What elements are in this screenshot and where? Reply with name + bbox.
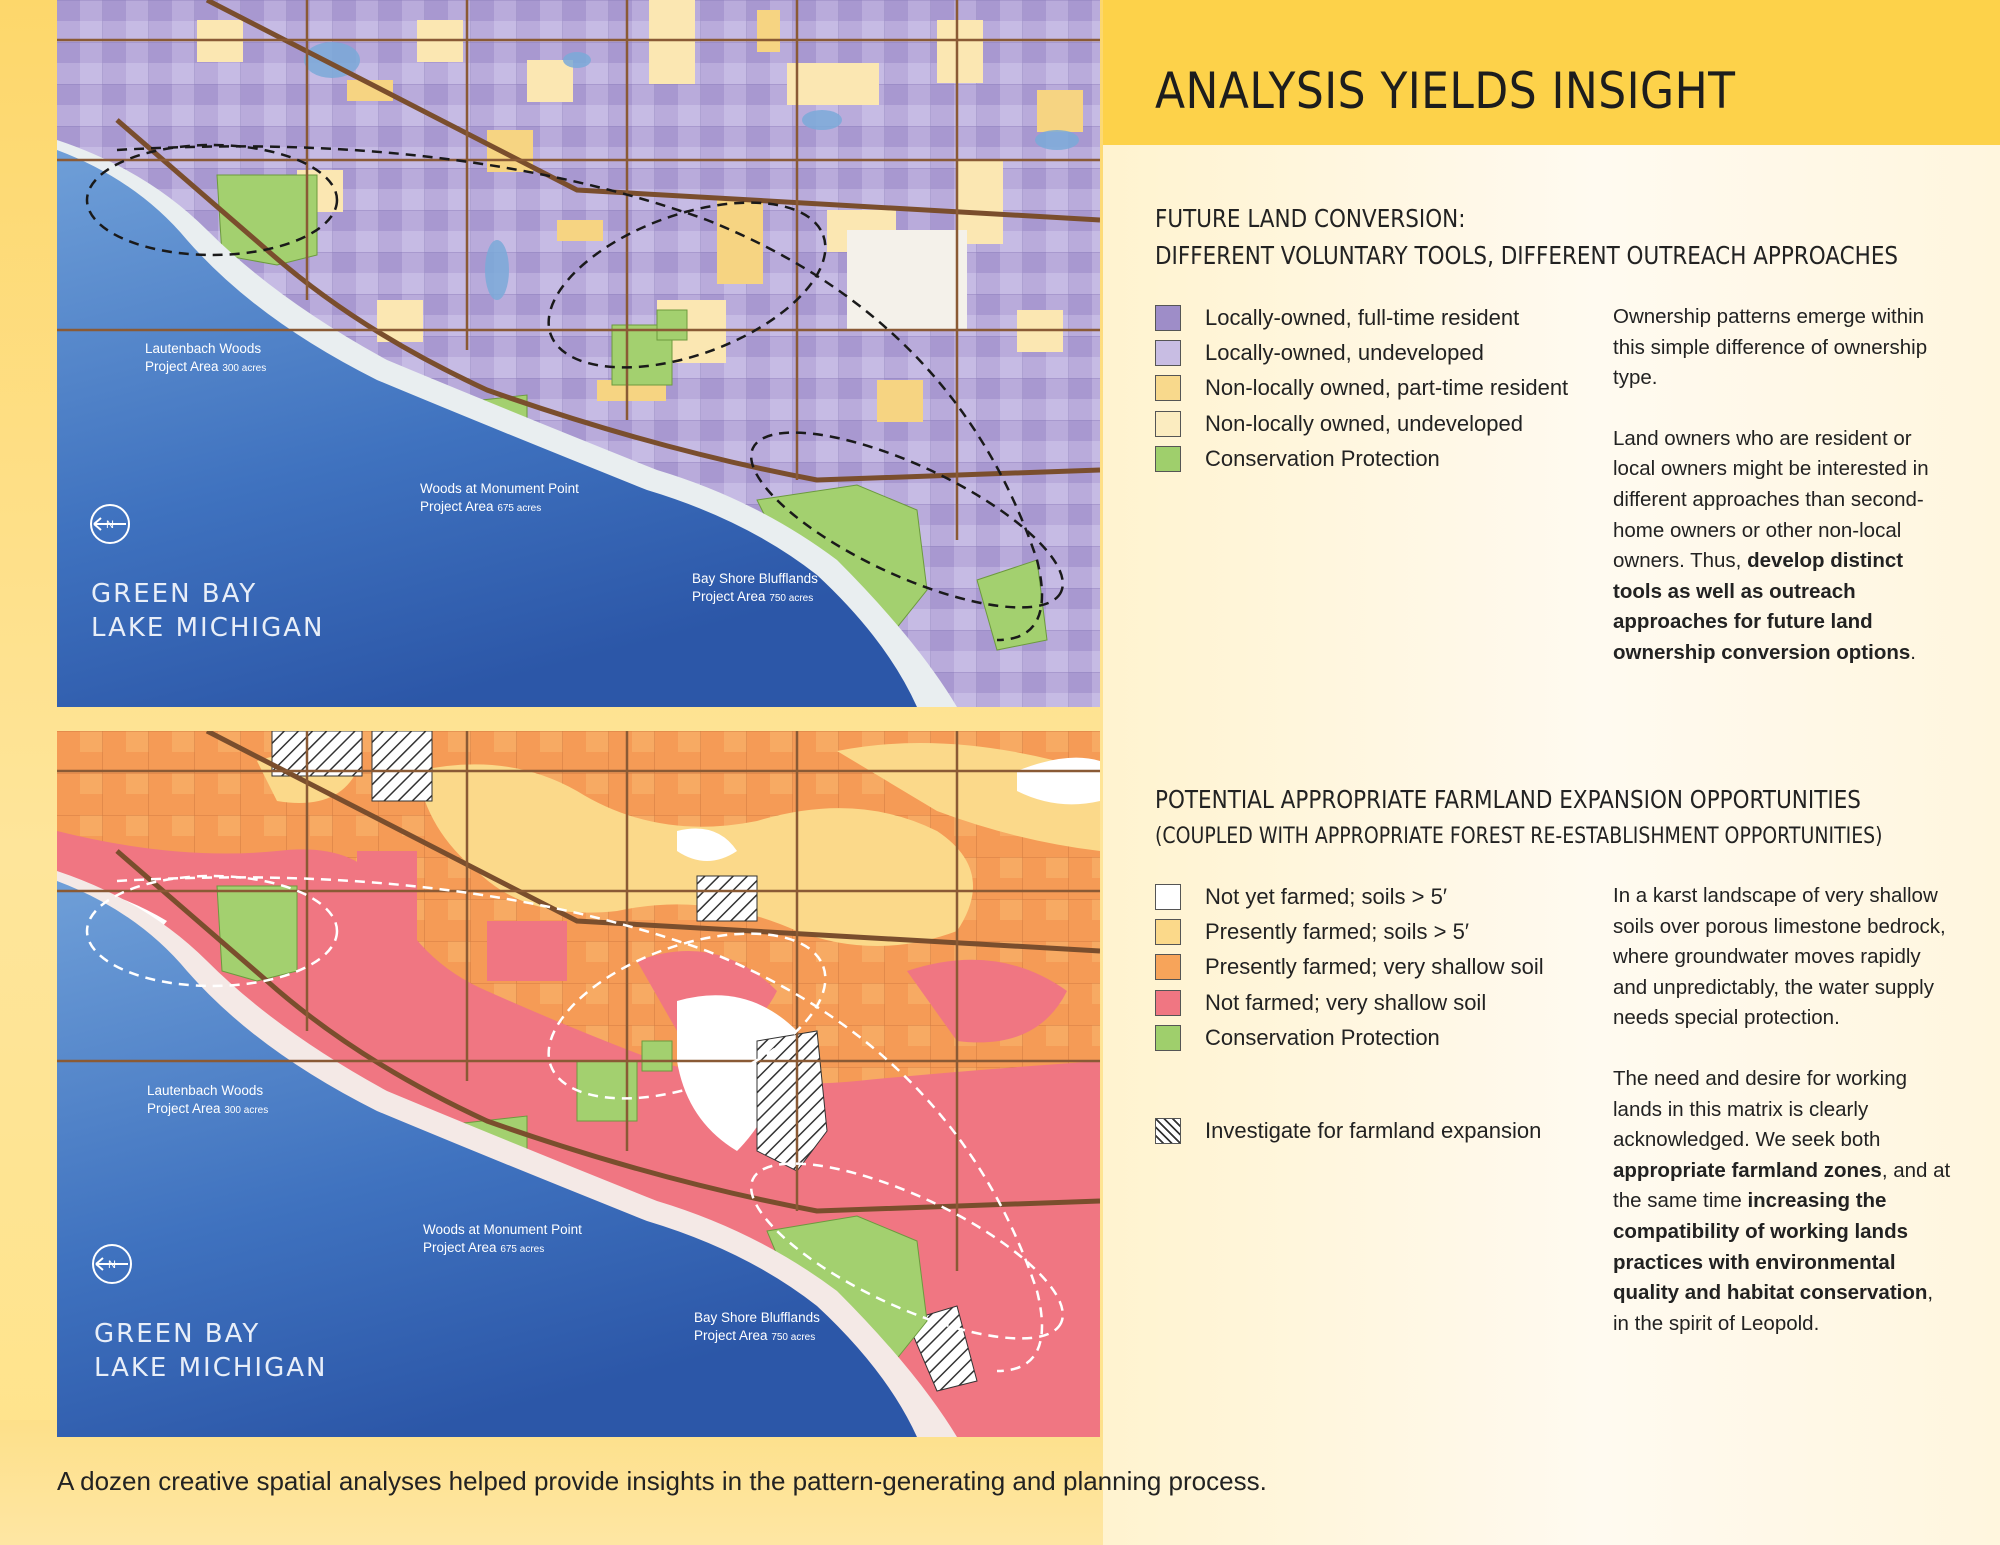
lautenbach-label: Lautenbach Woods Project Area 300 acres xyxy=(145,341,267,374)
bayshore-label-2: Bay Shore Blufflands Project Area 750 ac… xyxy=(694,1310,820,1343)
monument-label-2: Woods at Monument Point Project Area 675… xyxy=(423,1222,582,1255)
ownership-map: Lautenbach Woods Project Area 300 acres … xyxy=(57,0,1100,707)
title-band xyxy=(1103,0,2000,145)
legend-swatch xyxy=(1155,1024,1181,1051)
legend-item: Not farmed; very shallow soil xyxy=(1155,985,1544,1020)
section1-body: Ownership patterns emerge within this si… xyxy=(1613,302,1953,699)
legend-item: Locally-owned, full-time resident xyxy=(1155,300,1568,335)
monument-label: Woods at Monument Point Project Area 675… xyxy=(420,481,579,514)
caption-band xyxy=(0,1420,1103,1545)
north-arrow-icon: N xyxy=(90,504,130,544)
lautenbach-label-2: Lautenbach Woods Project Area 300 acres xyxy=(147,1083,269,1116)
legend-swatch xyxy=(1155,918,1181,945)
section1-paragraph-2: Land owners who are resident or local ow… xyxy=(1613,426,1929,664)
section1-legend: Locally-owned, full-time resident Locall… xyxy=(1155,300,1568,476)
legend-swatch xyxy=(1155,883,1181,910)
bayshore-label: Bay Shore Blufflands Project Area 750 ac… xyxy=(692,571,818,604)
legend-item: Presently farmed; soils > 5′ xyxy=(1155,914,1544,949)
legend-item: Non-locally owned, part-time resident xyxy=(1155,371,1568,406)
section2-heading: POTENTIAL APPROPRIATE FARMLAND EXPANSION… xyxy=(1155,785,1883,849)
section2-paragraph-1: In a karst landscape of very shallow soi… xyxy=(1613,884,1946,1030)
page-title: ANALYSIS YIELDS INSIGHT xyxy=(1155,62,1736,120)
page-caption: A dozen creative spatial analyses helped… xyxy=(57,1466,1267,1496)
legend-swatch xyxy=(1155,375,1181,402)
legend-item: Investigate for farmland expansion xyxy=(1155,1113,1541,1148)
svg-text:N: N xyxy=(108,1259,116,1271)
legend-item: Conservation Protection xyxy=(1155,1020,1544,1055)
section1-paragraph-1: Ownership patterns emerge within this si… xyxy=(1613,305,1928,390)
farmland-map: Lautenbach Woods Project Area 300 acres … xyxy=(57,731,1100,1437)
section1-heading: FUTURE LAND CONVERSION: DIFFERENT VOLUNT… xyxy=(1155,204,1899,270)
legend-item: Presently farmed; very shallow soil xyxy=(1155,950,1544,985)
legend-item: Non-locally owned, undeveloped xyxy=(1155,406,1568,441)
text-panel-background xyxy=(1103,145,2000,1545)
legend-item: Locally-owned, undeveloped xyxy=(1155,335,1568,370)
legend-item: Conservation Protection xyxy=(1155,441,1568,476)
legend-swatch xyxy=(1155,339,1181,366)
legend-swatch xyxy=(1155,445,1181,472)
legend-swatch xyxy=(1155,304,1181,331)
section2-body: In a karst landscape of very shallow soi… xyxy=(1613,881,1953,1369)
hatch-swatch-icon xyxy=(1155,1117,1181,1144)
section2-paragraph-2: The need and desire for working lands in… xyxy=(1613,1066,1951,1335)
legend-swatch xyxy=(1155,954,1181,981)
water-label: GREEN BAY LAKE MICHIGAN xyxy=(91,579,325,643)
section2-legend: Not yet farmed; soils > 5′ Presently far… xyxy=(1155,879,1544,1055)
water-label-2: GREEN BAY LAKE MICHIGAN xyxy=(94,1319,328,1383)
legend-swatch xyxy=(1155,410,1181,437)
svg-text:N: N xyxy=(106,519,114,531)
hatch-legend: Investigate for farmland expansion xyxy=(1155,1113,1541,1148)
north-arrow-icon-2: N xyxy=(92,1244,132,1284)
legend-item: Not yet farmed; soils > 5′ xyxy=(1155,879,1544,914)
legend-swatch xyxy=(1155,989,1181,1016)
